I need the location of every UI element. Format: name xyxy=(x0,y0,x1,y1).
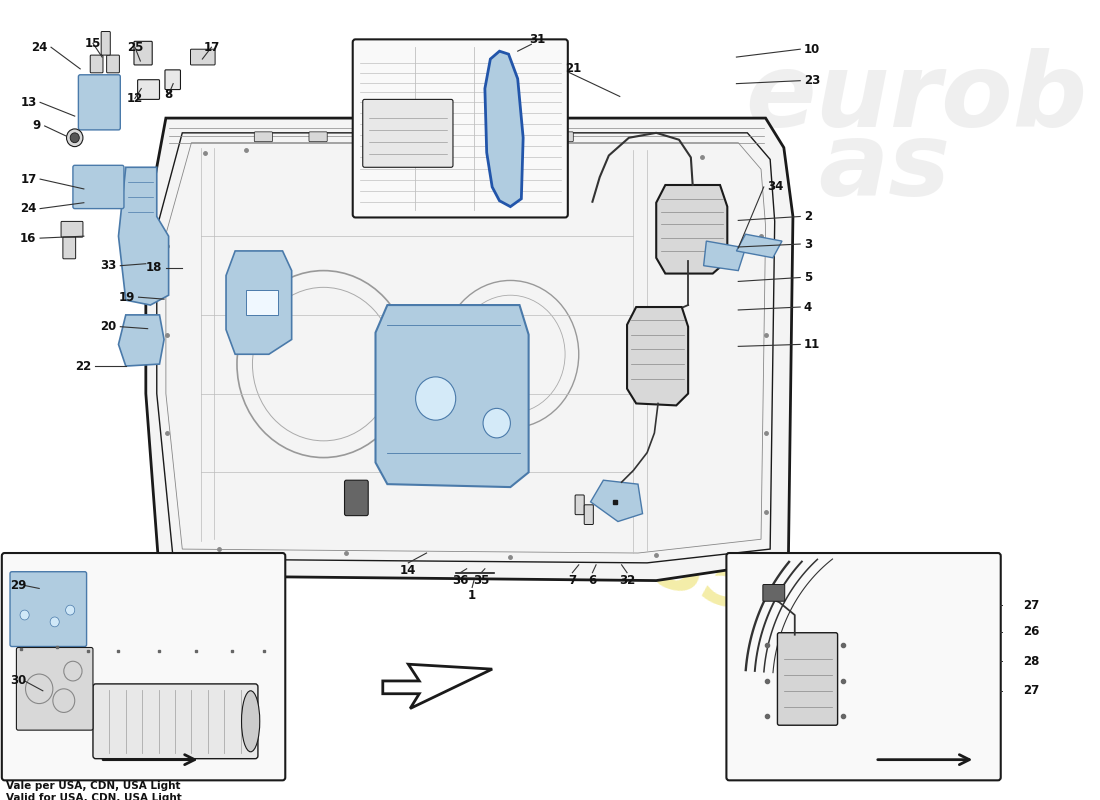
Ellipse shape xyxy=(242,690,260,752)
Polygon shape xyxy=(657,185,727,274)
FancyBboxPatch shape xyxy=(492,132,509,142)
FancyBboxPatch shape xyxy=(575,495,584,514)
Text: 9: 9 xyxy=(33,119,41,133)
Text: 6: 6 xyxy=(588,574,596,587)
FancyBboxPatch shape xyxy=(556,132,573,142)
FancyBboxPatch shape xyxy=(62,222,82,237)
Text: 2: 2 xyxy=(804,210,812,223)
Polygon shape xyxy=(383,664,492,709)
FancyBboxPatch shape xyxy=(138,80,160,99)
Text: 35: 35 xyxy=(473,574,490,587)
Circle shape xyxy=(66,129,82,146)
Polygon shape xyxy=(146,118,793,581)
Polygon shape xyxy=(485,51,524,206)
Text: 17: 17 xyxy=(204,41,220,54)
Circle shape xyxy=(70,133,79,142)
FancyBboxPatch shape xyxy=(101,31,110,55)
Polygon shape xyxy=(246,290,278,315)
FancyBboxPatch shape xyxy=(778,633,837,726)
Text: 4: 4 xyxy=(804,301,812,314)
Circle shape xyxy=(66,605,75,615)
Text: 22: 22 xyxy=(75,359,91,373)
Circle shape xyxy=(416,377,455,420)
Text: 24: 24 xyxy=(20,202,36,215)
Text: Valid for USA, CDN, USA Light: Valid for USA, CDN, USA Light xyxy=(7,793,183,800)
FancyBboxPatch shape xyxy=(63,237,76,258)
Text: 11: 11 xyxy=(804,338,821,351)
Polygon shape xyxy=(119,167,168,305)
Text: 7: 7 xyxy=(569,574,576,587)
FancyBboxPatch shape xyxy=(94,684,257,758)
Text: 17: 17 xyxy=(20,173,36,186)
FancyBboxPatch shape xyxy=(134,42,152,65)
Text: eurob: eurob xyxy=(745,48,1087,149)
FancyBboxPatch shape xyxy=(190,50,216,65)
Text: 19: 19 xyxy=(119,290,135,304)
Text: Vale per USA, CDN, USA Light: Vale per USA, CDN, USA Light xyxy=(7,781,180,791)
Text: 24: 24 xyxy=(31,41,47,54)
Text: 21: 21 xyxy=(565,62,581,75)
Polygon shape xyxy=(736,234,782,258)
Text: 14: 14 xyxy=(400,564,417,578)
Text: 31: 31 xyxy=(529,33,546,46)
Text: 20: 20 xyxy=(100,320,117,333)
FancyBboxPatch shape xyxy=(107,55,120,73)
Text: 8: 8 xyxy=(165,88,173,101)
FancyBboxPatch shape xyxy=(10,572,87,646)
Text: 16: 16 xyxy=(20,232,36,245)
Text: 26: 26 xyxy=(1023,626,1040,638)
Text: 32: 32 xyxy=(619,574,635,587)
Text: 18: 18 xyxy=(146,261,162,274)
Circle shape xyxy=(51,617,59,627)
Circle shape xyxy=(483,408,510,438)
Text: 15: 15 xyxy=(85,37,101,50)
Circle shape xyxy=(20,610,30,620)
FancyBboxPatch shape xyxy=(763,585,784,602)
Text: 10: 10 xyxy=(804,42,821,56)
Text: 23: 23 xyxy=(804,74,821,87)
Polygon shape xyxy=(591,480,642,522)
FancyBboxPatch shape xyxy=(344,480,369,516)
FancyBboxPatch shape xyxy=(90,55,103,73)
FancyBboxPatch shape xyxy=(165,70,180,90)
FancyBboxPatch shape xyxy=(353,39,568,218)
Text: 30: 30 xyxy=(10,674,26,687)
Text: 27: 27 xyxy=(1023,684,1040,698)
Text: 34: 34 xyxy=(768,181,784,194)
Text: 25: 25 xyxy=(126,41,143,54)
Text: 29: 29 xyxy=(10,579,26,592)
FancyBboxPatch shape xyxy=(16,647,94,730)
Text: 5: 5 xyxy=(804,271,812,284)
Polygon shape xyxy=(704,241,746,270)
Text: 1: 1 xyxy=(469,589,476,602)
Text: 13: 13 xyxy=(20,96,36,109)
Text: 36: 36 xyxy=(452,574,469,587)
Text: 3: 3 xyxy=(804,238,812,250)
FancyBboxPatch shape xyxy=(78,74,120,130)
Text: as: as xyxy=(818,117,950,218)
Text: passion
since 1985: passion since 1985 xyxy=(298,334,795,630)
FancyBboxPatch shape xyxy=(254,132,273,142)
Polygon shape xyxy=(119,315,164,366)
FancyBboxPatch shape xyxy=(428,132,446,142)
Polygon shape xyxy=(627,307,689,406)
FancyBboxPatch shape xyxy=(584,505,593,525)
Polygon shape xyxy=(375,305,529,487)
Polygon shape xyxy=(226,251,292,354)
FancyBboxPatch shape xyxy=(309,132,327,142)
Text: 27: 27 xyxy=(1023,598,1040,612)
Text: 33: 33 xyxy=(100,259,117,272)
FancyBboxPatch shape xyxy=(726,553,1001,780)
Text: 28: 28 xyxy=(1023,654,1040,668)
FancyBboxPatch shape xyxy=(2,553,285,780)
FancyBboxPatch shape xyxy=(73,166,124,209)
FancyBboxPatch shape xyxy=(363,99,453,167)
Text: 12: 12 xyxy=(126,92,143,105)
